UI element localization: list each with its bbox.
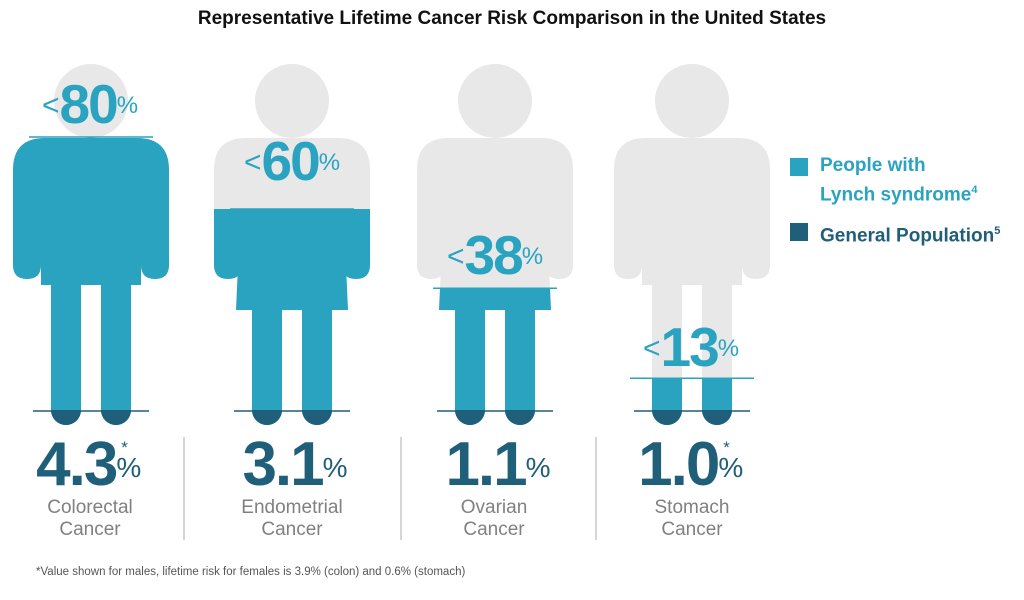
- population-band-ovarian: [455, 410, 535, 425]
- population-value: 3.1: [242, 430, 324, 499]
- column-divider: [595, 437, 597, 540]
- legend-swatch: [790, 158, 808, 176]
- legend-superscript: 4: [971, 184, 978, 196]
- population-band-colorectal: [51, 410, 131, 425]
- chart-title: Representative Lifetime Cancer Risk Comp…: [197, 8, 827, 29]
- population-value: 1.1: [445, 430, 527, 499]
- category-line: Ovarian: [460, 497, 528, 518]
- category-line: Colorectal: [47, 497, 133, 518]
- population-band-endometrial: [252, 410, 332, 425]
- category-line: Cancer: [261, 519, 323, 540]
- risk-percent: %: [521, 243, 544, 270]
- risk-value: 38: [464, 224, 524, 286]
- population-value-colorectal: 4.3%*: [0, 432, 192, 498]
- risk-label-stomach: <13%: [591, 317, 791, 377]
- population-value-stomach: 1.0%*: [594, 432, 794, 498]
- risk-lt: <: [446, 240, 465, 273]
- risk-value: 80: [59, 73, 119, 135]
- legend-label: People with: [820, 155, 926, 176]
- figure-fill-ovarian: [439, 288, 551, 425]
- population-percent: %: [718, 452, 744, 483]
- legend-label: Lynch syndrome: [820, 184, 972, 206]
- legend-label: General Population: [820, 225, 995, 247]
- risk-percent: %: [318, 149, 341, 176]
- footnote-marker: *: [121, 438, 128, 457]
- population-percent: %: [116, 452, 142, 483]
- legend-item-lynch: People with Lynch syndrome4: [790, 154, 1020, 207]
- category-line: Endometrial: [241, 497, 343, 518]
- column-divider: [183, 437, 185, 540]
- population-value: 1.0: [638, 430, 720, 499]
- risk-label-colorectal: <80%: [0, 74, 190, 134]
- footnote: *Value shown for males, lifetime risk fo…: [36, 566, 466, 578]
- risk-lt: <: [243, 146, 262, 179]
- category-label-ovarian: Ovarian Cancer: [394, 497, 594, 541]
- risk-percent: %: [116, 92, 139, 119]
- legend-swatch: [790, 223, 808, 242]
- population-value: 4.3: [36, 430, 118, 499]
- legend-item-general: General Population5: [790, 219, 1020, 248]
- category-line: Cancer: [463, 519, 525, 540]
- risk-label-endometrial: <60%: [192, 131, 392, 191]
- category-label-endometrial: Endometrial Cancer: [192, 497, 392, 541]
- risk-percent: %: [717, 335, 740, 362]
- risk-lt: <: [642, 332, 661, 365]
- category-line: Cancer: [59, 519, 121, 540]
- category-label-stomach: Stomach Cancer: [592, 497, 792, 541]
- population-percent: %: [322, 452, 348, 483]
- risk-lt: <: [41, 89, 60, 122]
- legend-superscript: 5: [994, 225, 1001, 238]
- column-divider: [400, 437, 402, 540]
- population-value-ovarian: 1.1%: [398, 432, 598, 498]
- risk-label-ovarian: <38%: [395, 225, 595, 285]
- population-value-endometrial: 3.1%: [195, 432, 395, 498]
- footnote-marker: *: [723, 438, 730, 457]
- risk-value: 13: [660, 316, 720, 378]
- population-band-stomach: [652, 410, 732, 425]
- category-line: Stomach: [654, 497, 730, 518]
- legend: People with Lynch syndrome4 General Popu…: [790, 154, 1020, 259]
- population-percent: %: [525, 452, 551, 483]
- category-line: Cancer: [661, 519, 723, 540]
- risk-value: 60: [261, 130, 321, 192]
- category-label-colorectal: Colorectal Cancer: [0, 497, 190, 541]
